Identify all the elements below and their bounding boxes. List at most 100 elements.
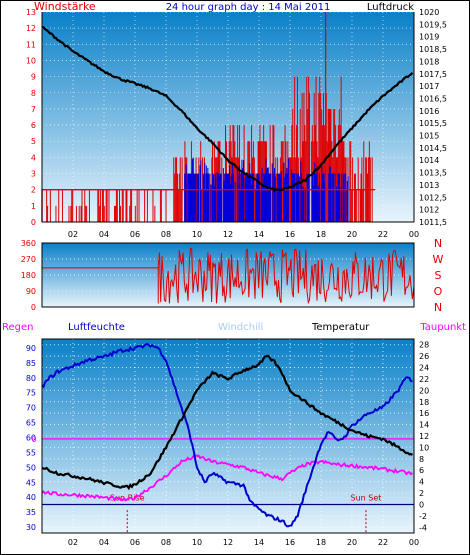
humidity-tick-label: 30 (26, 523, 36, 532)
pressure-line (41, 26, 414, 193)
temp-tick-label: 16 (419, 409, 429, 418)
sunset-label: Sun Set (350, 493, 381, 502)
humidity-tick-label: 40 (26, 493, 36, 502)
pressure-tick-label: 1011,5 (419, 218, 447, 227)
wind-tick-label: 10 (26, 56, 36, 65)
compass-label: W (433, 253, 444, 266)
pressure-tick-label: 1020 (419, 8, 439, 17)
humidity-tick-label: 35 (26, 508, 36, 517)
humidity-tick-label: 60 (26, 433, 36, 442)
compass-label: S (435, 269, 442, 282)
direction-border (41, 242, 415, 308)
dewpoint-label: Taupunkt (419, 322, 466, 333)
pressure-tick-label: 1012 (419, 206, 439, 215)
pressure-tick-label: 1018,5 (419, 45, 447, 54)
climate-x-tick-label: 04 (99, 538, 109, 547)
temp-tick-label: 4 (419, 478, 424, 487)
humidity-tick-label: 50 (26, 463, 36, 472)
compass-label: O (434, 285, 443, 298)
temp-tick-label: -4 (419, 523, 427, 532)
humidity-tick-label: 55 (26, 448, 36, 457)
temp-tick-label: 0 (419, 500, 424, 509)
temp-tick-label: 20 (419, 386, 429, 395)
wind-tick-label: 13 (26, 8, 36, 17)
climate-border (41, 338, 415, 534)
humidity-tick-label: 75 (26, 389, 36, 398)
temp-tick-label: 14 (419, 421, 429, 430)
humidity-tick-label: 85 (26, 359, 36, 368)
climate-x-tick-label: 18 (316, 538, 326, 547)
x-tick-label: 18 (316, 230, 326, 239)
temp-tick-label: 18 (419, 398, 429, 407)
pressure-tick-label: 1018 (419, 57, 439, 66)
climate-x-tick-label: 00 (409, 538, 419, 547)
direction-tick-label: 180 (21, 271, 36, 280)
x-tick-label: 04 (99, 230, 109, 239)
pressure-tick-label: 1013 (419, 181, 439, 190)
pressure-title: Luftdruck (367, 2, 414, 13)
x-tick-label: 20 (347, 230, 357, 239)
x-tick-label: 08 (161, 230, 171, 239)
wind-tick-label: 5 (31, 137, 36, 146)
direction-tick-label: 270 (21, 255, 36, 264)
compass-label: N (434, 301, 442, 314)
pressure-tick-label: 1014 (419, 156, 439, 165)
pressure-tick-label: 1016 (419, 107, 439, 116)
temp-tick-label: 8 (419, 455, 424, 464)
temperature-line (41, 354, 414, 491)
temp-tick-label: 2 (419, 489, 424, 498)
wind-tick-label: 9 (31, 73, 36, 82)
wind-tick-label: 2 (31, 186, 36, 195)
wind-tick-label: 1 (31, 202, 36, 211)
humidity-line (41, 342, 413, 528)
x-tick-label: 10 (192, 230, 202, 239)
compass-label: N (434, 237, 442, 250)
pressure-tick-label: 1017 (419, 82, 439, 91)
pressure-tick-label: 1015 (419, 132, 439, 141)
climate-x-tick-label: 06 (130, 538, 140, 547)
humidity-tick-label: 65 (26, 419, 36, 428)
wind-tick-label: 0 (31, 218, 36, 227)
dewpoint-line (41, 454, 414, 502)
x-tick-label: 00 (409, 230, 419, 239)
temp-tick-label: 28 (419, 341, 429, 350)
direction-tick-label: 360 (21, 239, 36, 248)
pressure-tick-label: 1013,5 (419, 169, 447, 178)
climate-x-tick-label: 14 (254, 538, 264, 547)
wind-tick-label: 11 (26, 40, 36, 49)
wind-tick-label: 6 (31, 121, 36, 130)
x-tick-label: 02 (68, 230, 78, 239)
climate-x-tick-label: 20 (347, 538, 357, 547)
temp-tick-label: 24 (419, 364, 429, 373)
temp-tick-label: 22 (419, 375, 429, 384)
temperature-label: Temperatur (311, 322, 370, 333)
direction-line (42, 247, 415, 305)
pressure-tick-label: 1019 (419, 33, 439, 42)
sunrise-label: Sun Rise (110, 493, 145, 502)
windchill-label: Windchill (218, 322, 263, 333)
direction-tick-label: 90 (26, 287, 36, 296)
temp-tick-label: -2 (419, 512, 427, 521)
humidity-tick-label: 90 (26, 344, 36, 353)
temp-tick-label: 10 (419, 443, 429, 452)
temp-tick-label: 6 (419, 466, 424, 475)
wind-tick-label: 4 (31, 153, 36, 162)
wind-tick-label: 8 (31, 89, 36, 98)
x-tick-label: 16 (285, 230, 295, 239)
x-tick-label: 06 (130, 230, 140, 239)
temp-tick-label: 26 (419, 352, 429, 361)
climate-x-tick-label: 16 (285, 538, 295, 547)
humidity-tick-label: 45 (26, 478, 36, 487)
humidity-label: Luftfeuchte (68, 322, 125, 333)
wind-tick-label: 12 (26, 24, 36, 33)
climate-x-tick-label: 12 (223, 538, 233, 547)
rain-label: Regen (2, 322, 34, 333)
pressure-tick-label: 1017,5 (419, 70, 447, 79)
wind-title: Windstärke (34, 0, 96, 13)
climate-x-tick-label: 02 (68, 538, 78, 547)
climate-x-tick-label: 10 (192, 538, 202, 547)
humidity-tick-label: 70 (26, 404, 36, 413)
x-tick-label: 12 (223, 230, 233, 239)
humidity-tick-label: 80 (26, 374, 36, 383)
